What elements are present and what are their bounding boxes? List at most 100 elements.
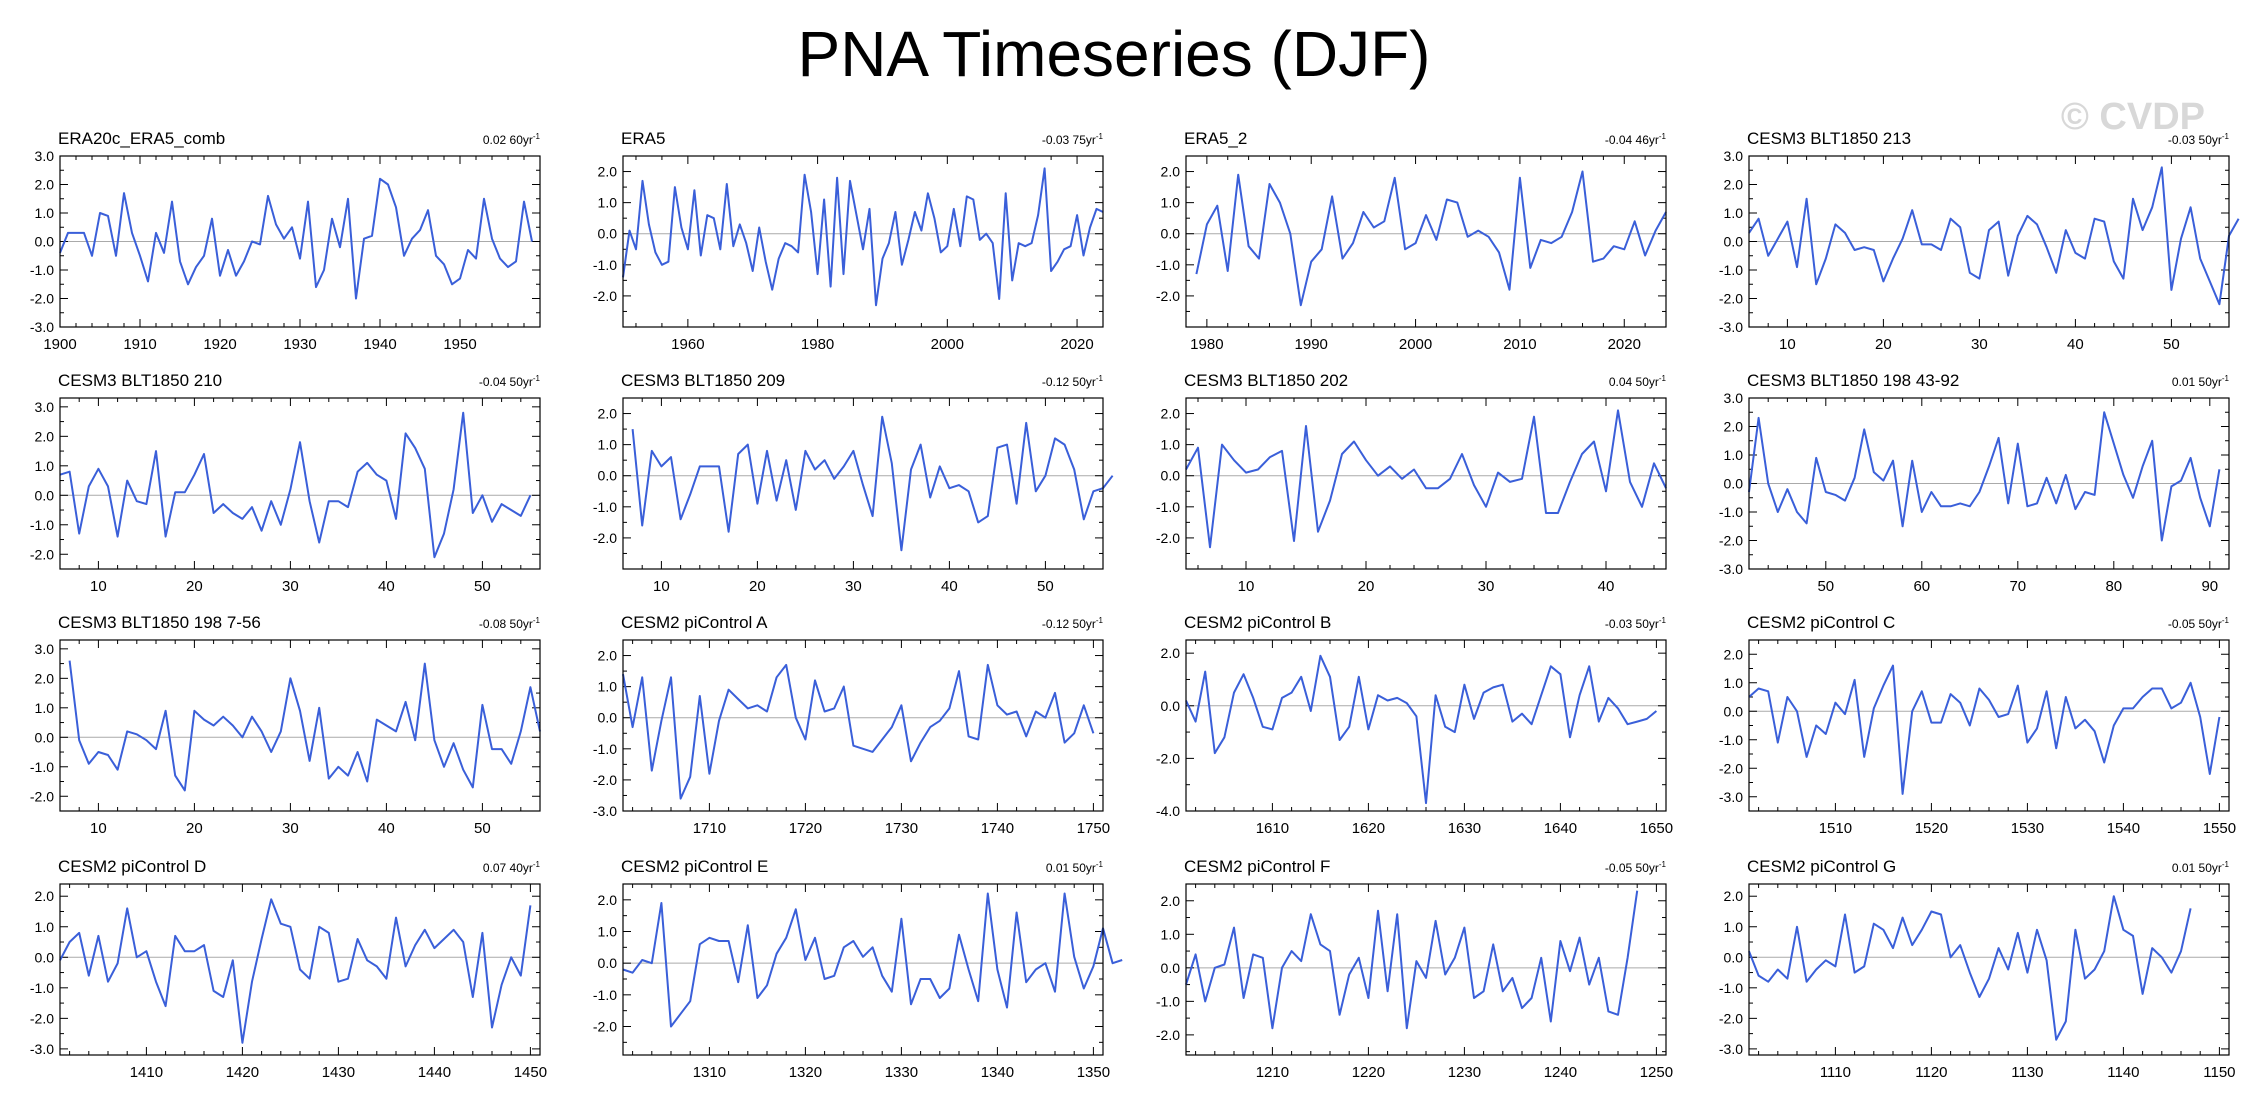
y-tick-label: -1.0: [30, 262, 54, 278]
y-tick-label: -2.0: [1156, 530, 1180, 546]
x-tick-label: 2000: [1399, 336, 1432, 353]
panel-title: CESM2 piControl C: [1747, 613, 1895, 632]
pna-series-line: [68, 660, 541, 792]
y-tick-label: 2.0: [1161, 893, 1181, 909]
y-tick-label: 2.0: [1724, 177, 1744, 193]
x-tick-label: 10: [90, 578, 107, 595]
y-tick-label: 0.0: [1161, 226, 1181, 242]
y-tick-label: 2.0: [1724, 888, 1744, 904]
y-tick-label: 0.0: [35, 949, 55, 965]
panel-title: ERA5_2: [1184, 129, 1247, 148]
panel-10: CESM2 piControl A -0.12 50yr-1 2.0 1.0 0.0 -1…: [593, 613, 1110, 837]
x-tick-label: 1320: [789, 1064, 822, 1081]
y-tick-label: -1.0: [1719, 262, 1743, 278]
y-tick-label: 0.0: [1724, 949, 1744, 965]
panel-title: CESM2 piControl B: [1184, 613, 1331, 632]
y-tick-label: -2.0: [593, 1019, 617, 1035]
panel-16: CESM2 piControl G 0.01 50yr-1 2.0 1.0 0.0 -1.…: [1719, 857, 2236, 1081]
y-tick-label: 2.0: [35, 888, 55, 904]
x-tick-label: 1230: [1448, 1064, 1481, 1081]
x-tick-label: 1310: [693, 1064, 726, 1081]
y-tick-label: -2.0: [1156, 288, 1180, 304]
pna-series-line: [622, 892, 1123, 1028]
trend-label: -0.03 75yr-1: [1042, 132, 1104, 147]
y-tick-label: 1.0: [598, 437, 618, 453]
trend-label: 0.04 50yr-1: [1609, 374, 1667, 389]
y-tick-label: 2.0: [598, 648, 618, 664]
x-tick-label: 60: [1913, 578, 1930, 595]
x-tick-label: 1150: [2203, 1064, 2235, 1081]
y-tick-label: 1.0: [598, 679, 618, 695]
trend-label: -0.03 50yr-1: [1605, 616, 1667, 631]
cvdp-watermark: © CVDP: [2061, 96, 2205, 138]
y-tick-label: 0.0: [598, 710, 618, 726]
y-tick-label: -1.0: [30, 980, 54, 996]
x-tick-label: 50: [2163, 336, 2180, 353]
panel-title: CESM2 piControl G: [1747, 857, 1896, 876]
x-tick-label: 1920: [203, 336, 236, 353]
y-tick-label: 2.0: [35, 428, 55, 444]
y-tick-label: -3.0: [30, 1041, 54, 1057]
panel-9: CESM3 BLT1850 198 7-56 -0.08 50yr-1 3.0 2.0…: [30, 613, 541, 837]
y-tick-label: 2.0: [1724, 419, 1744, 435]
y-tick-label: 2.0: [598, 892, 618, 908]
panel-5: CESM3 BLT1850 210 -0.04 50yr-1 3.0 2.0 1.0 0.…: [30, 371, 541, 595]
panel-12: CESM2 piControl C -0.05 50yr-1 2.0 1.0 0.0 -1…: [1719, 613, 2236, 837]
x-tick-label: 80: [2105, 578, 2122, 595]
plot-frame: [1748, 639, 2230, 812]
pna-series-line: [59, 177, 533, 300]
x-tick-label: 1520: [1915, 820, 1948, 837]
y-tick-label: -1.0: [1156, 257, 1180, 273]
y-tick-label: 3.0: [35, 148, 55, 164]
panel-8: CESM3 BLT1850 198 43-92 0.01 50yr-1 3.0 2.0…: [1719, 371, 2230, 595]
x-tick-label: 10: [1779, 336, 1796, 353]
panel-title: ERA20c_ERA5_comb: [58, 129, 225, 148]
y-tick-label: -1.0: [30, 759, 54, 775]
trend-label: -0.04 50yr-1: [479, 374, 541, 389]
x-tick-label: 1410: [130, 1064, 163, 1081]
trend-label: 0.07 40yr-1: [483, 860, 541, 875]
x-tick-label: 1620: [1352, 820, 1385, 837]
x-tick-label: 10: [653, 578, 670, 595]
x-tick-label: 1720: [789, 820, 822, 837]
x-tick-label: 40: [1598, 578, 1615, 595]
x-tick-label: 30: [845, 578, 862, 595]
y-tick-label: -1.0: [593, 741, 617, 757]
x-tick-label: 2020: [1060, 336, 1093, 353]
y-tick-label: -3.0: [1719, 561, 1743, 577]
x-tick-label: 40: [378, 820, 395, 837]
y-tick-label: 2.0: [1724, 646, 1744, 662]
y-tick-label: -2.0: [1719, 1010, 1743, 1026]
pna-series-line: [1748, 895, 2192, 1041]
y-tick-label: 1.0: [598, 195, 618, 211]
y-tick-label: 3.0: [35, 641, 55, 657]
x-tick-label: 1250: [1640, 1064, 1673, 1081]
pna-series-line: [1195, 170, 1667, 307]
y-tick-label: -2.0: [593, 772, 617, 788]
plot-frame: [1185, 639, 1667, 812]
x-tick-label: 50: [1817, 578, 1834, 595]
x-tick-label: 70: [2009, 578, 2026, 595]
panel-grid: ERA20c_ERA5_comb 0.02 60yr-1 3.0 2.0 1.0 0.0 -…: [30, 129, 2240, 1081]
y-tick-label: -1.0: [1156, 993, 1180, 1009]
y-tick-label: 0.0: [1161, 468, 1181, 484]
panel-11: CESM2 piControl B -0.03 50yr-1 2.0 0.0 -2.0 -…: [1156, 613, 1673, 837]
x-tick-label: 1960: [671, 336, 704, 353]
trend-label: -0.05 50yr-1: [1605, 860, 1667, 875]
plot-frame: [622, 155, 1104, 328]
y-tick-label: 1.0: [35, 700, 55, 716]
x-tick-label: 1420: [226, 1064, 259, 1081]
x-tick-label: 1330: [885, 1064, 918, 1081]
x-tick-label: 1900: [43, 336, 76, 353]
panel-title: CESM2 piControl D: [58, 857, 206, 876]
y-tick-label: 2.0: [1161, 406, 1181, 422]
x-tick-label: 1750: [1077, 820, 1110, 837]
x-tick-label: 1630: [1448, 820, 1481, 837]
pna-series-line: [622, 167, 1104, 307]
x-tick-label: 30: [282, 820, 299, 837]
trend-label: 0.02 60yr-1: [483, 132, 541, 147]
plot-frame: [1748, 155, 2230, 328]
panel-15: CESM2 piControl F -0.05 50yr-1 2.0 1.0 0.0 -1…: [1156, 857, 1673, 1081]
x-tick-label: 40: [2067, 336, 2084, 353]
